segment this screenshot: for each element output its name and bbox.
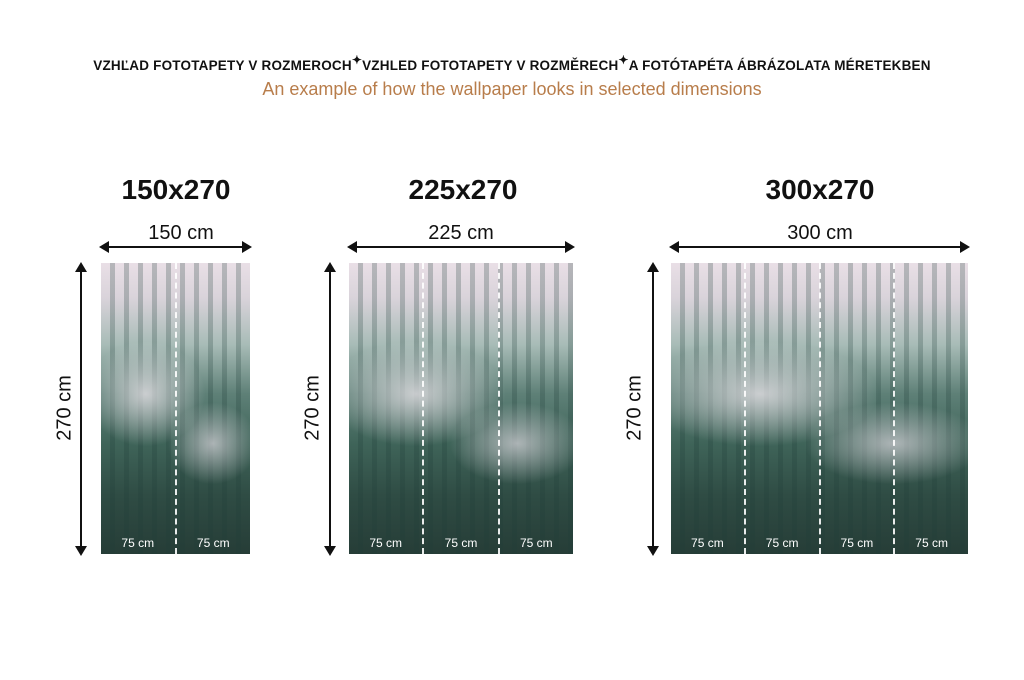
height-arrow	[647, 262, 659, 556]
height-arrow	[75, 262, 87, 556]
subtitle: An example of how the wallpaper looks in…	[262, 79, 762, 99]
strip-label: 75 cm	[121, 536, 155, 550]
panel-title: 300x270	[765, 174, 875, 205]
strip-label: 75 cm	[840, 536, 874, 550]
width-arrow	[669, 241, 970, 253]
wallpaper-preview: 75 cm 75 cm 75 cm 75 cm	[671, 263, 968, 554]
width-arrow	[99, 241, 252, 253]
strip-label: 75 cm	[444, 536, 478, 550]
width-label: 300 cm	[787, 222, 853, 244]
wallpaper-preview: 75 cm 75 cm 75 cm	[349, 263, 573, 554]
width-arrow	[347, 241, 575, 253]
height-label: 270 cm	[623, 375, 646, 441]
strip: 75 cm	[349, 263, 422, 554]
height-label: 270 cm	[53, 375, 76, 441]
width-label: 225 cm	[428, 222, 494, 244]
title-sk: VZHĽAD FOTOTAPETY V ROZMEROCH	[93, 58, 352, 73]
strip-label: 75 cm	[369, 536, 402, 550]
sparkle-icon: ✦	[618, 53, 629, 67]
strip: 75 cm	[893, 263, 968, 554]
sparkle-icon: ✦	[351, 53, 363, 67]
strip: 75 cm	[174, 263, 251, 554]
panel-title: 225x270	[408, 174, 518, 205]
strip: 75 cm	[422, 263, 497, 554]
strip: 75 cm	[497, 263, 573, 554]
strip-label: 75 cm	[915, 536, 948, 550]
height-arrow	[324, 262, 336, 556]
strip-label: 75 cm	[519, 536, 553, 550]
strip: 75 cm	[101, 263, 175, 554]
height-label: 270 cm	[301, 375, 324, 441]
header-title: VZHĽAD FOTOTAPETY V ROZMEROCH✦VZHLED FOT…	[0, 53, 1024, 73]
strip: 75 cm	[818, 263, 894, 554]
title-hu: A FOTÓTAPÉTA ÁBRÁZOLATA MÉRETEKBEN	[628, 58, 931, 73]
wallpaper-preview: 75 cm 75 cm	[101, 263, 250, 554]
width-label: 150 cm	[148, 222, 214, 244]
strip-label: 75 cm	[196, 536, 230, 550]
panel-title: 150x270	[121, 174, 231, 205]
title-cz: VZHLED FOTOTAPETY V ROZMĚRECH	[362, 58, 619, 73]
strip-label: 75 cm	[691, 536, 724, 550]
strip-label: 75 cm	[765, 536, 799, 550]
strip: 75 cm	[743, 263, 819, 554]
strip: 75 cm	[671, 263, 744, 554]
